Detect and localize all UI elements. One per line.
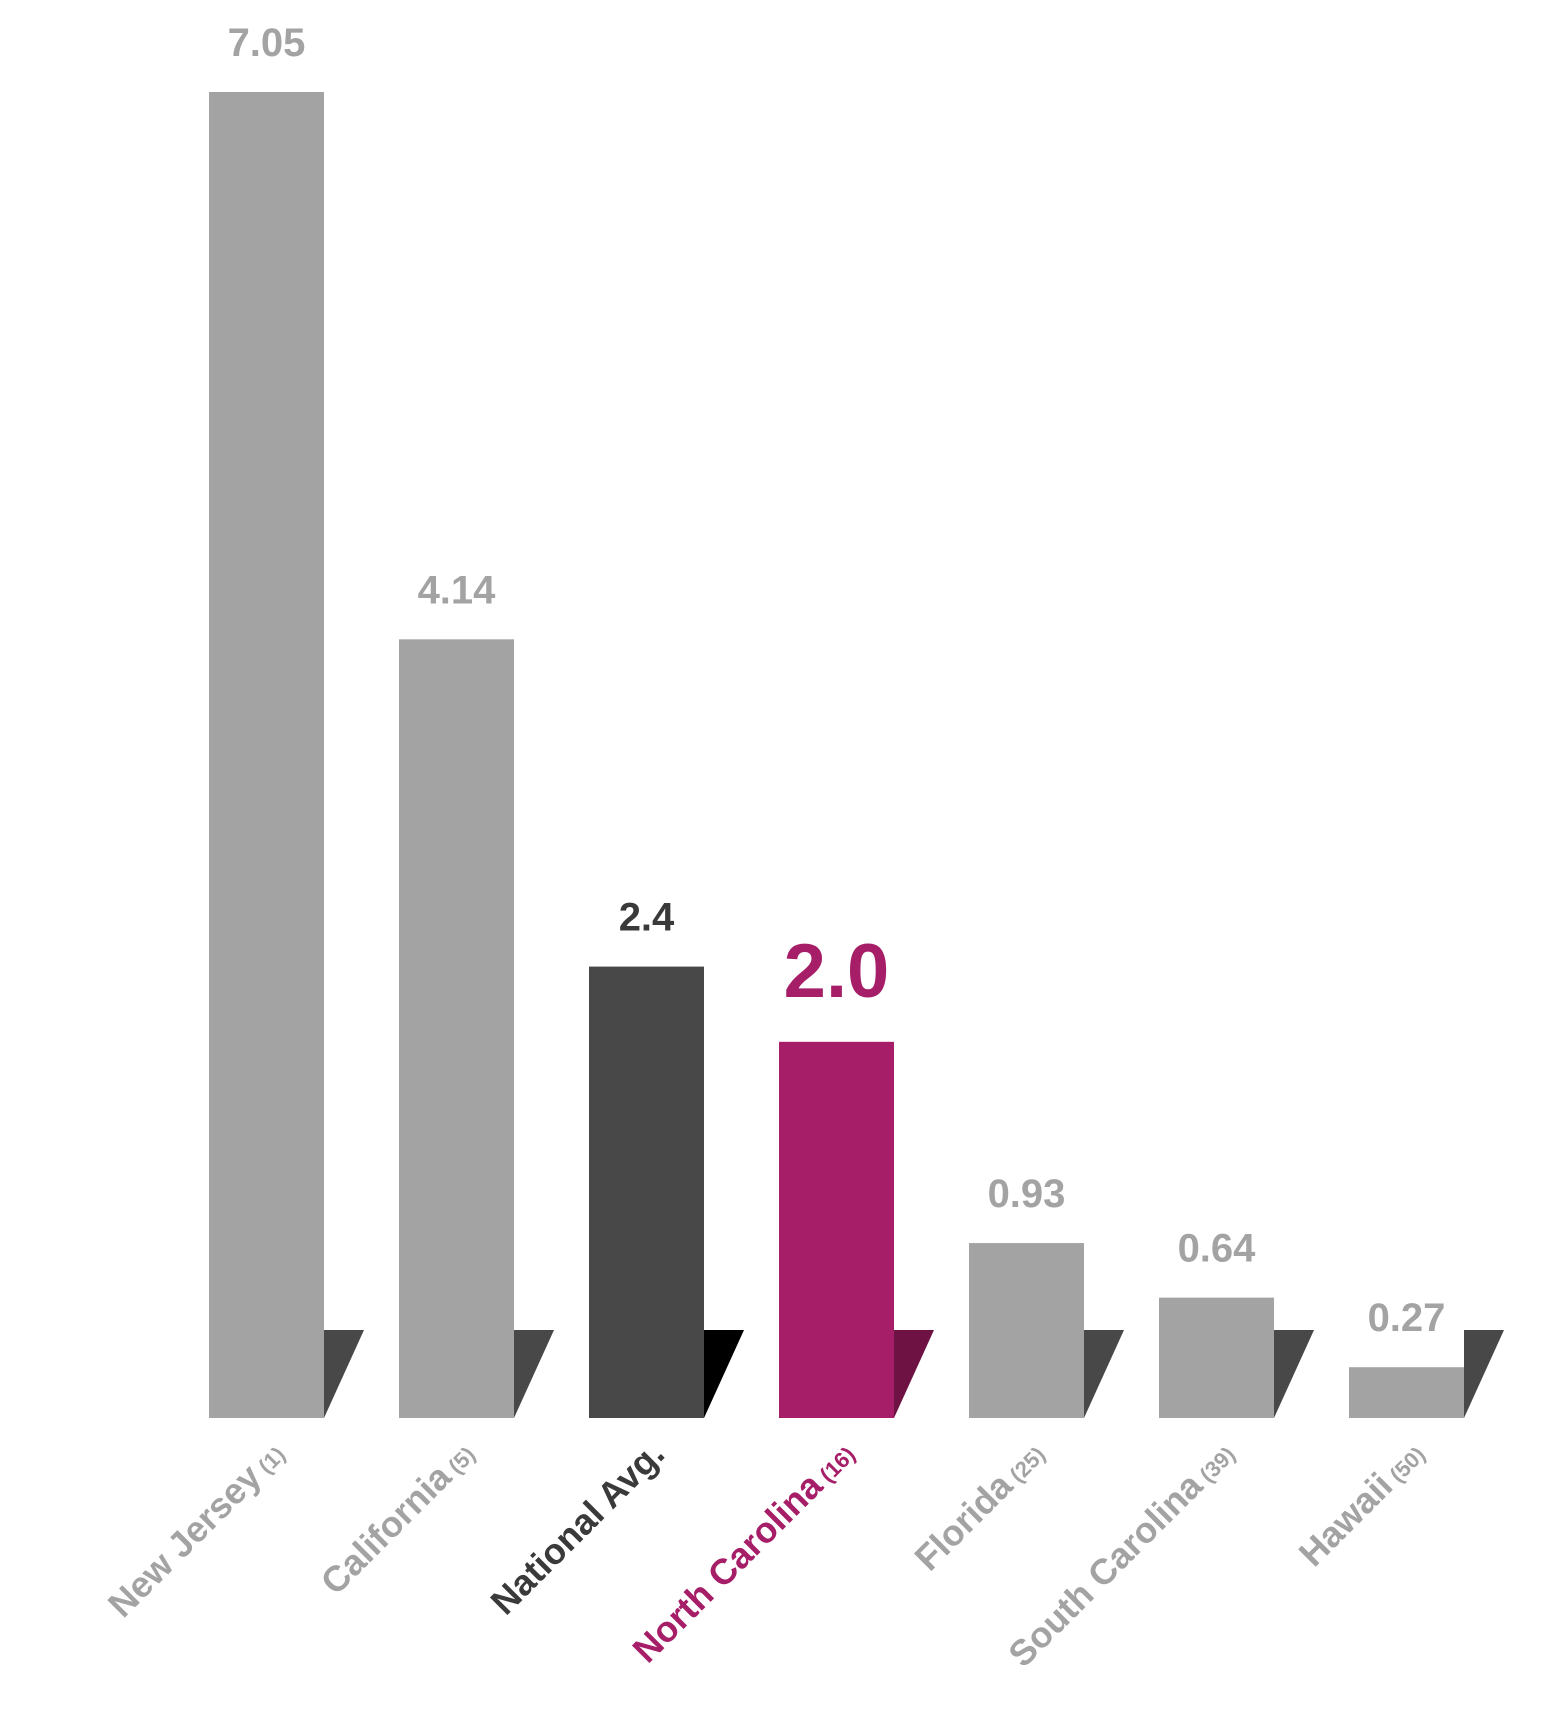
category-label-hawaii: Hawaii(50): [1291, 1433, 1433, 1575]
value-label-california: 4.14: [418, 568, 497, 612]
category-label-florida: Florida(25): [906, 1433, 1052, 1579]
bar-shadows: [324, 1330, 1504, 1418]
bar-california: [399, 639, 514, 1418]
bar-north-carolina: [779, 1041, 894, 1418]
bar-shadow-north-carolina: [894, 1330, 934, 1418]
value-label-national-avg: 2.4: [619, 896, 675, 940]
bar-shadow-new-jersey: [324, 1330, 364, 1418]
value-label-hawaii: 0.27: [1368, 1296, 1446, 1340]
value-label-south-carolina: 0.64: [1178, 1227, 1257, 1271]
bar-florida: [969, 1243, 1084, 1418]
category-label-national-avg: National Avg.: [482, 1433, 672, 1623]
bar-shadow-california: [514, 1330, 554, 1418]
category-label-california: California(5): [313, 1433, 483, 1603]
bar-south-carolina: [1159, 1297, 1274, 1418]
category-rank: (50): [1385, 1442, 1430, 1487]
bar-shadow-florida: [1084, 1330, 1124, 1418]
bar-shadow-national-avg: [704, 1330, 744, 1418]
category-name: National Avg.: [482, 1433, 672, 1623]
value-label-north-carolina: 2.0: [784, 929, 890, 1014]
value-labels: 7.05 4.14 2.4 2.0 0.93 0.64 0.27: [228, 21, 1446, 1340]
category-name: Florida: [906, 1464, 1021, 1579]
category-name: California: [313, 1455, 460, 1602]
bar-hawaii: [1349, 1367, 1464, 1418]
category-rank: (5): [443, 1442, 480, 1479]
category-name: Hawaii: [1291, 1465, 1401, 1575]
category-labels: New Jersey(1) California(5) National Avg.N…: [100, 1433, 1433, 1675]
bars: [209, 92, 1464, 1418]
category-rank: (1): [253, 1442, 290, 1479]
category-name: South Carolina: [1000, 1464, 1211, 1675]
bar-shadow-south-carolina: [1274, 1330, 1314, 1418]
bar-shadow-hawaii: [1464, 1330, 1504, 1418]
category-rank: (16): [815, 1442, 860, 1487]
value-label-florida: 0.93: [988, 1172, 1066, 1216]
category-label-new-jersey: New Jersey(1): [100, 1433, 292, 1625]
bar-new-jersey: [209, 92, 324, 1418]
bar-national-avg: [589, 966, 704, 1418]
value-label-new-jersey: 7.05: [228, 21, 306, 65]
category-name: New Jersey: [100, 1456, 269, 1625]
category-name: North Carolina: [624, 1464, 830, 1670]
category-rank: (25): [1005, 1442, 1050, 1487]
category-rank: (39): [1195, 1442, 1240, 1487]
